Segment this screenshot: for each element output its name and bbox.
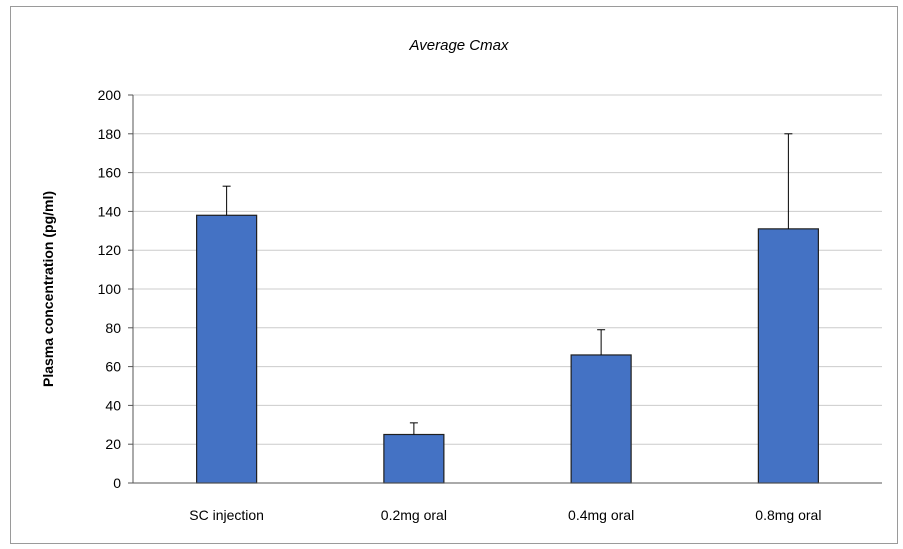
bar — [757, 228, 819, 484]
y-tick-label: 80 — [105, 320, 121, 336]
x-tick-label: 0.2mg oral — [381, 507, 447, 523]
x-tick-labels: SC injection 0.2mg oral 0.4mg oral 0.8mg or… — [189, 507, 821, 523]
y-tick-label: 160 — [98, 165, 122, 181]
y-tick-label: 180 — [98, 126, 122, 142]
y-tick-label: 140 — [98, 203, 122, 219]
y-tick-label: 0 — [113, 475, 121, 491]
bar — [383, 433, 445, 484]
gridlines — [128, 94, 882, 484]
y-tick-label: 100 — [98, 281, 122, 297]
bar — [570, 354, 632, 484]
y-axis-label: Plasma concentration (pg/ml) — [40, 191, 56, 387]
chart-frame — [10, 6, 898, 544]
y-tick-label: 40 — [105, 397, 121, 413]
x-tick-label: 0.4mg oral — [568, 507, 634, 523]
x-tick-label: 0.8mg oral — [755, 507, 821, 523]
y-tick-label: 20 — [105, 436, 121, 452]
bars — [196, 214, 819, 484]
y-tick-label: 60 — [105, 359, 121, 375]
axes — [132, 95, 882, 484]
chart-title: Average Cmax — [409, 37, 509, 54]
error-bars — [222, 133, 793, 435]
bar — [196, 214, 258, 484]
y-tick-label: 120 — [98, 242, 122, 258]
x-tick-label: SC injection — [189, 507, 264, 523]
y-tick-label: 200 — [98, 87, 122, 103]
y-tick-labels: 0 20 40 60 80 100 120 140 160 180 200 — [98, 87, 122, 491]
